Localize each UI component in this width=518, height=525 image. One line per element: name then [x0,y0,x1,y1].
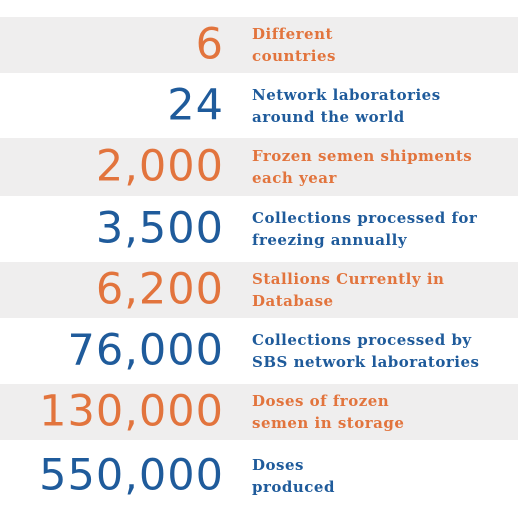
stat-row-shipments: 2,000 Frozen semen shipments each year [0,138,518,196]
stat-description: Network laboratories around the world [252,84,441,128]
stat-description-line2: SBS network laboratories [252,353,480,371]
stat-description: Collections processed by SBS network lab… [252,329,479,373]
stat-row-countries: 6 Different countries [0,17,518,73]
stat-description-line2: freezing annually [252,231,408,249]
stat-description: Doses of frozen semen in storage [252,390,404,434]
stat-number: 76,000 [67,325,224,376]
stat-number: 24 [167,80,224,130]
stat-number: 6,200 [95,264,224,315]
stat-row-doses-produced: 550,000 Doses produced [0,440,518,512]
stat-description-line2: Database [252,292,334,310]
stat-description-line1: Collections processed for [252,209,478,227]
stat-number: 130,000 [39,386,224,437]
stat-description-line2: each year [252,169,337,187]
stat-description: Collections processed for freezing annua… [252,207,477,251]
stat-description-line1: Doses [252,456,304,474]
stat-row-stallions: 6,200 Stallions Currently in Database [0,262,518,318]
stat-row-doses-storage: 130,000 Doses of frozen semen in storage [0,384,518,440]
stat-description-line1: Collections processed by [252,331,472,349]
stat-row-collections-freezing: 3,500 Collections processed for freezing… [0,196,518,262]
stat-description-line1: Doses of frozen [252,392,390,410]
stat-row-laboratories: 24 Network laboratories around the world [0,73,518,138]
stat-number: 3,500 [95,203,224,254]
stat-number: 550,000 [39,450,224,501]
stat-description-line2: produced [252,478,335,496]
stat-description: Different countries [252,23,336,67]
stat-description-line1: Different [252,25,333,43]
stat-description-line2: around the world [252,107,405,126]
stat-description: Frozen semen shipments each year [252,145,472,189]
stat-number: 2,000 [95,141,224,192]
stat-description-line2: countries [252,47,336,65]
stat-row-collections-network: 76,000 Collections processed by SBS netw… [0,318,518,384]
stat-description: Doses produced [252,454,335,498]
stat-description-line1: Network laboratories [252,85,441,104]
stat-number: 6 [195,19,224,70]
stat-description-line2: semen in storage [252,414,405,432]
stat-description-line1: Stallions Currently in [252,270,445,288]
stat-description-line1: Frozen semen shipments [252,147,473,165]
stat-description: Stallions Currently in Database [252,268,444,312]
